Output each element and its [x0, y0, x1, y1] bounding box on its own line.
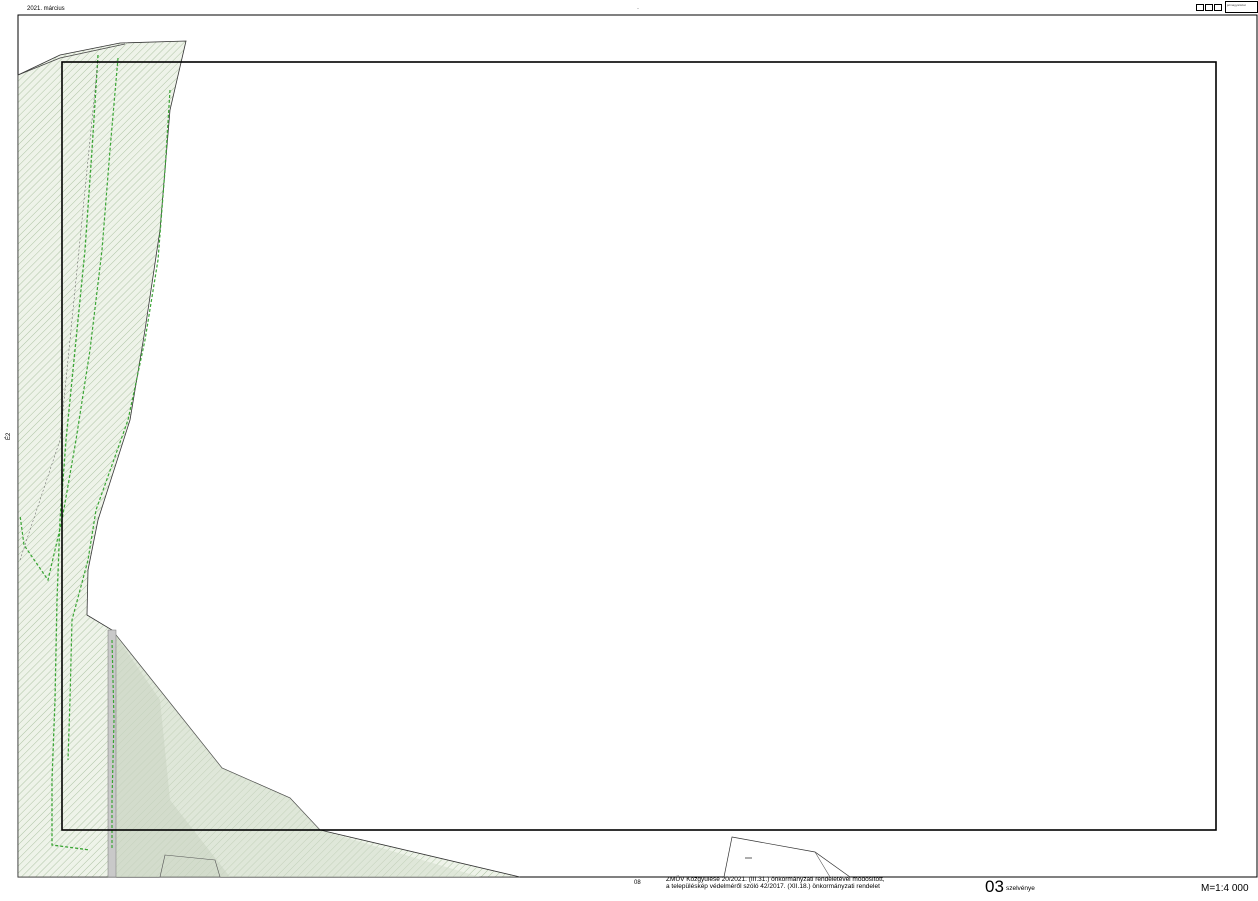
- legend-swatch: [1214, 4, 1222, 11]
- building-detail: [814, 851, 831, 878]
- legend-box: jelmagyarázat: [1225, 1, 1258, 13]
- inset-frame: [61, 61, 1217, 831]
- page-number: 08: [634, 880, 641, 886]
- parcel-line: [19, 59, 99, 561]
- sheet-suffix: szelvénye: [1006, 885, 1035, 892]
- green-boundary-inner: [19, 57, 119, 582]
- legend-swatch: [1205, 4, 1213, 11]
- road-strip: [107, 629, 117, 878]
- sheet-number: 03: [985, 877, 1004, 896]
- green-boundary-left: [51, 54, 99, 851]
- shaded-area: [112, 630, 480, 877]
- regulation-line-2: a településkép védelméről szóló 42/2017.…: [666, 883, 880, 890]
- building-footprint: [723, 836, 852, 878]
- regulation-text: ZMÜV Közgyűlése 20/2021. (III.31.) önkor…: [666, 876, 885, 890]
- side-mark: É2: [6, 432, 12, 440]
- green-boundary-right: [67, 89, 171, 761]
- green-boundary-road: [111, 639, 115, 850]
- parcel-outline: [159, 854, 221, 878]
- parcel-line: [17, 43, 126, 76]
- center-mark: ·: [637, 6, 639, 12]
- map-scale: M=1:4 000: [1201, 883, 1249, 894]
- protected-zone-area[interactable]: [17, 40, 521, 878]
- shaded-area-light: [112, 630, 230, 877]
- legend-swatches: [1196, 4, 1223, 11]
- legend-swatch: [1196, 4, 1204, 11]
- regulation-line-1: ZMÜV Közgyűlése 20/2021. (III.31.) önkor…: [666, 876, 885, 883]
- edition-date: 2021. március: [27, 6, 65, 12]
